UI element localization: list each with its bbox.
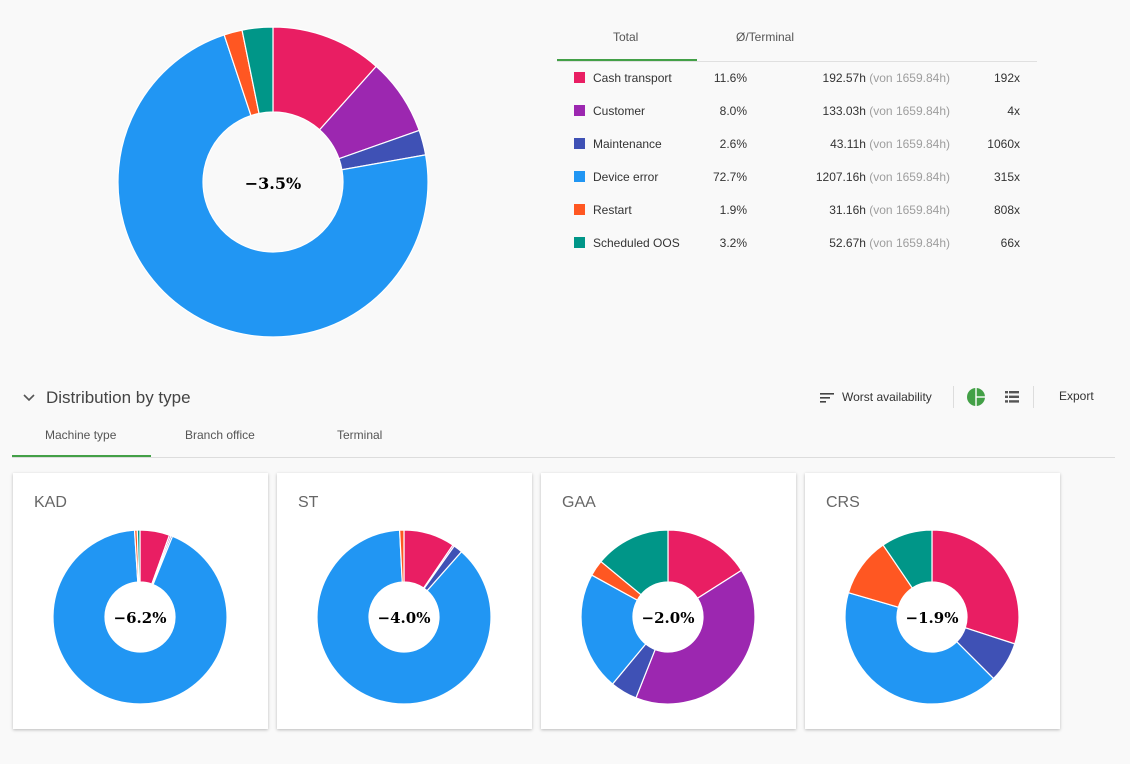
tab-machine-type[interactable]: Machine type	[45, 428, 117, 442]
toolbar-divider	[953, 386, 954, 408]
tab-divider	[557, 61, 1037, 62]
row-hours-total: (von 1659.84h)	[869, 170, 950, 184]
row-percent: 11.6%	[713, 71, 747, 85]
row-hours-total: (von 1659.84h)	[869, 71, 950, 85]
summary-row-device-error[interactable]: Device error 72.7% 1207.16h (von 1659.84h)…	[557, 170, 1037, 204]
sort-icon	[820, 393, 834, 403]
tab-terminal[interactable]: Terminal	[337, 428, 383, 442]
summary-row-customer[interactable]: Customer 8.0% 133.03h (von 1659.84h) 4x	[557, 104, 1037, 138]
sub-tab-divider	[12, 457, 1115, 458]
section-title: Distribution by type	[46, 388, 191, 407]
kad-donut-chart: −6.2%	[52, 529, 228, 705]
st-donut-chart: −4.0%	[316, 529, 492, 705]
main-donut-center-label: −3.5%	[245, 174, 301, 193]
summary-row-cash-transport[interactable]: Cash transport 11.6% 192.57h (von 1659.84h…	[557, 71, 1037, 105]
crs-slice-scheduled-oos[interactable]	[882, 529, 933, 589]
row-hours-value: 31.16h	[829, 203, 866, 217]
legend-swatch	[574, 72, 585, 83]
row-percent: 72.7%	[712, 170, 747, 184]
row-count: 808x	[993, 203, 1020, 217]
list-view-icon[interactable]	[1003, 388, 1021, 406]
kad-slice-device-error[interactable]	[52, 529, 228, 705]
legend-swatch	[574, 171, 585, 182]
row-count: 315x	[993, 170, 1020, 184]
st-slice-restart[interactable]	[398, 529, 405, 583]
row-percent: 1.9%	[719, 203, 747, 217]
row-hours-value: 192.57h	[822, 71, 866, 85]
gaa-donut-chart: −2.0%	[580, 529, 756, 705]
main-slice-device-error[interactable]	[117, 34, 429, 338]
row-hours: 52.67h (von 1659.84h)	[829, 236, 950, 250]
row-hours-value: 43.11h	[830, 137, 866, 151]
row-hours-value: 1207.16h	[815, 170, 866, 184]
card-kad[interactable]: KAD −6.2%	[13, 473, 268, 729]
crs-slice-cash-transport[interactable]	[931, 529, 1020, 645]
row-count: 192x	[993, 71, 1020, 85]
row-hours-total: (von 1659.84h)	[869, 104, 950, 118]
tab-total-underline	[557, 59, 697, 61]
row-hours-value: 133.03h	[822, 104, 866, 118]
gaa-slice-scheduled-oos[interactable]	[600, 529, 669, 596]
row-percent: 8.0%	[719, 104, 747, 118]
sort-label: Worst availability	[842, 390, 932, 404]
main-donut-chart: −3.5%	[117, 26, 429, 338]
main-slice-scheduled-oos[interactable]	[241, 26, 274, 115]
row-percent: 2.6%	[719, 137, 747, 151]
legend-swatch	[574, 204, 585, 215]
gaa-slice-device-error[interactable]	[580, 574, 647, 685]
row-hours-total: (von 1659.84h)	[869, 203, 950, 217]
card-title: ST	[298, 494, 319, 511]
tab-per-terminal[interactable]: Ø/Terminal	[736, 30, 795, 44]
row-count: 1060x	[987, 137, 1020, 151]
toolbar-divider-2	[1033, 386, 1034, 408]
summary-row-restart[interactable]: Restart 1.9% 31.16h (von 1659.84h) 808x	[557, 203, 1037, 237]
row-count: 66x	[1000, 236, 1020, 250]
row-hours: 133.03h (von 1659.84h)	[823, 104, 950, 118]
crs-center-label: −1.9%	[906, 609, 959, 627]
row-hours-total: (von 1659.84h)	[869, 236, 950, 250]
crs-slice-device-error[interactable]	[844, 591, 995, 705]
pie-chart-view-icon[interactable]	[966, 387, 986, 407]
row-hours: 31.16h (von 1659.84h)	[829, 203, 950, 217]
card-title: KAD	[34, 494, 67, 511]
row-category: Cash transport	[593, 71, 672, 85]
row-category: Customer	[593, 104, 646, 118]
row-category: Device error	[593, 170, 659, 184]
chevron-down-icon[interactable]	[22, 390, 36, 404]
row-count: 4x	[1007, 104, 1020, 118]
row-hours: 192.57h (von 1659.84h)	[823, 71, 950, 85]
row-hours-value: 52.67h	[829, 236, 866, 250]
summary-row-scheduled-oos[interactable]: Scheduled OOS 3.2% 52.67h (von 1659.84h) 66…	[557, 236, 1037, 270]
kad-center-label: −6.2%	[114, 609, 167, 627]
summary-row-maintenance[interactable]: Maintenance 2.6% 43.11h (von 1659.84h) 1060…	[557, 137, 1037, 171]
st-center-label: −4.0%	[378, 609, 431, 627]
card-crs[interactable]: CRS −1.9%	[805, 473, 1060, 729]
crs-donut-chart: −1.9%	[844, 529, 1020, 705]
gaa-slice-customer[interactable]	[635, 569, 756, 705]
legend-swatch	[574, 105, 585, 116]
row-category: Maintenance	[593, 137, 662, 151]
export-button[interactable]: Export	[1059, 389, 1094, 403]
card-title: GAA	[562, 494, 596, 511]
tab-branch-office[interactable]: Branch office	[185, 428, 255, 442]
row-hours: 43.11h (von 1659.84h)	[830, 137, 950, 151]
gaa-center-label: −2.0%	[642, 609, 695, 627]
legend-swatch	[574, 138, 585, 149]
legend-swatch	[574, 237, 585, 248]
tab-machine-type-underline	[12, 455, 151, 457]
st-slice-device-error[interactable]	[316, 529, 492, 705]
row-hours-total: (von 1659.84h)	[869, 137, 950, 151]
tab-total[interactable]: Total	[613, 30, 639, 44]
card-gaa[interactable]: GAA −2.0%	[541, 473, 796, 729]
row-category: Restart	[593, 203, 632, 217]
row-category: Scheduled OOS	[593, 236, 680, 250]
row-percent: 3.2%	[719, 236, 747, 250]
kad-slice-scheduled-oos[interactable]	[136, 529, 141, 583]
card-st[interactable]: ST −4.0%	[277, 473, 532, 729]
card-title: CRS	[826, 494, 860, 511]
row-hours: 1207.16h (von 1659.84h)	[816, 170, 950, 184]
